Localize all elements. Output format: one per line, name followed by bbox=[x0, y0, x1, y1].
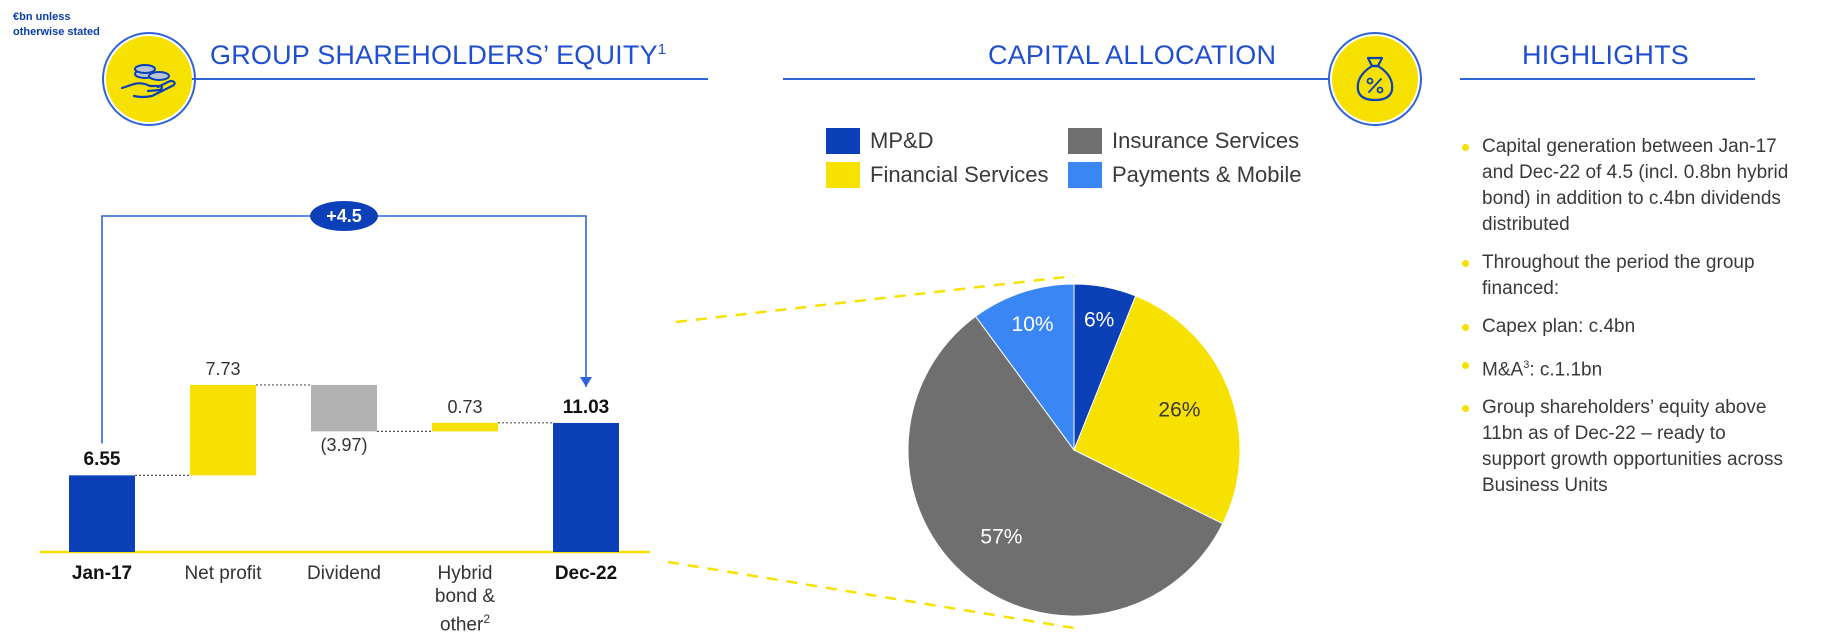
legend-item: Insurance Services bbox=[1068, 128, 1299, 154]
bullet-dot-icon bbox=[1462, 260, 1469, 267]
equity-title: GROUP SHAREHOLDERS’ EQUITY1 bbox=[210, 40, 666, 71]
highlight-item: Group shareholders’ equity above 11bn as… bbox=[1460, 395, 1790, 499]
highlights-title-rule bbox=[1460, 78, 1755, 80]
legend-item: MP&D bbox=[826, 128, 934, 154]
highlight-item: Capital generation between Jan-17 and De… bbox=[1460, 134, 1790, 238]
legend-label: MP&D bbox=[870, 128, 934, 153]
equity-title-rule bbox=[192, 78, 708, 80]
pie-slice bbox=[974, 283, 1075, 452]
legend-item: Financial Services bbox=[826, 162, 1049, 188]
waterfall-value-label: 11.03 bbox=[562, 396, 610, 418]
highlights-list: Capital generation between Jan-17 and De… bbox=[1460, 134, 1790, 511]
pie-slice-label: 10% bbox=[1012, 313, 1054, 336]
zoom-line-bottom bbox=[667, 560, 1075, 630]
bullet-dot-icon bbox=[1462, 144, 1469, 151]
highlight-footnote: 3 bbox=[1523, 359, 1530, 371]
legend-swatch bbox=[826, 128, 860, 154]
equity-waterfall-chart: +4.5 bbox=[40, 201, 650, 554]
pie-slice bbox=[907, 315, 1224, 617]
units-note: €bn unless otherwise stated bbox=[13, 11, 100, 38]
allocation-title-rule bbox=[783, 78, 1328, 80]
highlight-text: Capex plan: c.4bn bbox=[1482, 316, 1636, 337]
waterfall-category-label: Dec-22 bbox=[554, 563, 618, 584]
legend-swatch bbox=[1068, 128, 1102, 154]
waterfall-value-label: 7.73 bbox=[205, 358, 241, 379]
money-bag-percent-icon bbox=[1330, 34, 1420, 124]
bullet-dot-icon bbox=[1462, 324, 1469, 331]
bullet-dot-icon bbox=[1462, 362, 1469, 369]
pie-slice bbox=[1073, 295, 1241, 525]
waterfall-category-label: Net profit bbox=[184, 563, 262, 584]
highlight-item: Throughout the period the group financed… bbox=[1460, 250, 1790, 302]
legend-swatch bbox=[1068, 162, 1102, 188]
legend-label: Payments & Mobile bbox=[1112, 162, 1302, 187]
waterfall-bar bbox=[69, 475, 135, 552]
legend-item: Payments & Mobile bbox=[1068, 162, 1302, 188]
waterfall-value-label: 0.73 bbox=[447, 396, 483, 417]
pie-slice bbox=[1073, 283, 1137, 451]
waterfall-bar bbox=[311, 384, 377, 432]
waterfall-bar bbox=[553, 422, 619, 552]
pie-slice-label: 6% bbox=[1084, 309, 1114, 332]
waterfall-value-label: 6.55 bbox=[83, 449, 121, 471]
bullet-dot-icon bbox=[1462, 405, 1469, 413]
waterfall-category-label: Jan-17 bbox=[71, 563, 133, 584]
pie-slice-label: 26% bbox=[1158, 399, 1200, 422]
arrow-down-icon bbox=[580, 376, 592, 387]
highlight-text: Capital generation between Jan-17 and De… bbox=[1482, 136, 1789, 235]
highlights-title: HIGHLIGHTS bbox=[1522, 40, 1690, 70]
change-badge bbox=[310, 201, 378, 231]
legend-label: Financial Services bbox=[870, 162, 1049, 187]
equity-title-footnote: 1 bbox=[657, 41, 667, 58]
waterfall-labels: 6.55 Jan-17 7.73 Net profit (3.97) Dividend 0.… bbox=[40, 190, 700, 640]
highlight-text-post: : c.1.1bn bbox=[1529, 359, 1603, 381]
change-badge-label: +4.5 bbox=[326, 206, 362, 226]
pie-legend: MP&D Insurance Services Financial Services… bbox=[826, 128, 1326, 192]
waterfall-category-label: Hybrid bond & other2 bbox=[434, 563, 496, 636]
waterfall-bar bbox=[432, 422, 498, 432]
waterfall-category-label: Dividend bbox=[307, 563, 381, 584]
waterfall-value-label: (3.97) bbox=[320, 435, 368, 456]
allocation-title: CAPITAL ALLOCATION bbox=[988, 40, 1277, 70]
legend-label: Insurance Services bbox=[1112, 128, 1300, 153]
highlight-item: Capex plan: c.4bn bbox=[1460, 314, 1790, 340]
waterfall-bar bbox=[190, 384, 256, 476]
highlight-text-pre: M&A bbox=[1482, 359, 1524, 381]
zoom-line-top bbox=[675, 274, 1075, 324]
highlight-text: Throughout the period the group financed… bbox=[1482, 252, 1755, 299]
highlight-item: M&A3: c.1.1bn bbox=[1460, 352, 1790, 383]
pie-slice-label: 57% bbox=[980, 525, 1022, 548]
equity-title-text: GROUP SHAREHOLDERS’ EQUITY bbox=[210, 40, 658, 70]
legend-swatch bbox=[826, 162, 860, 188]
coins-hand-icon bbox=[104, 34, 194, 124]
highlight-text: Group shareholders’ equity above 11bn as… bbox=[1482, 397, 1783, 497]
